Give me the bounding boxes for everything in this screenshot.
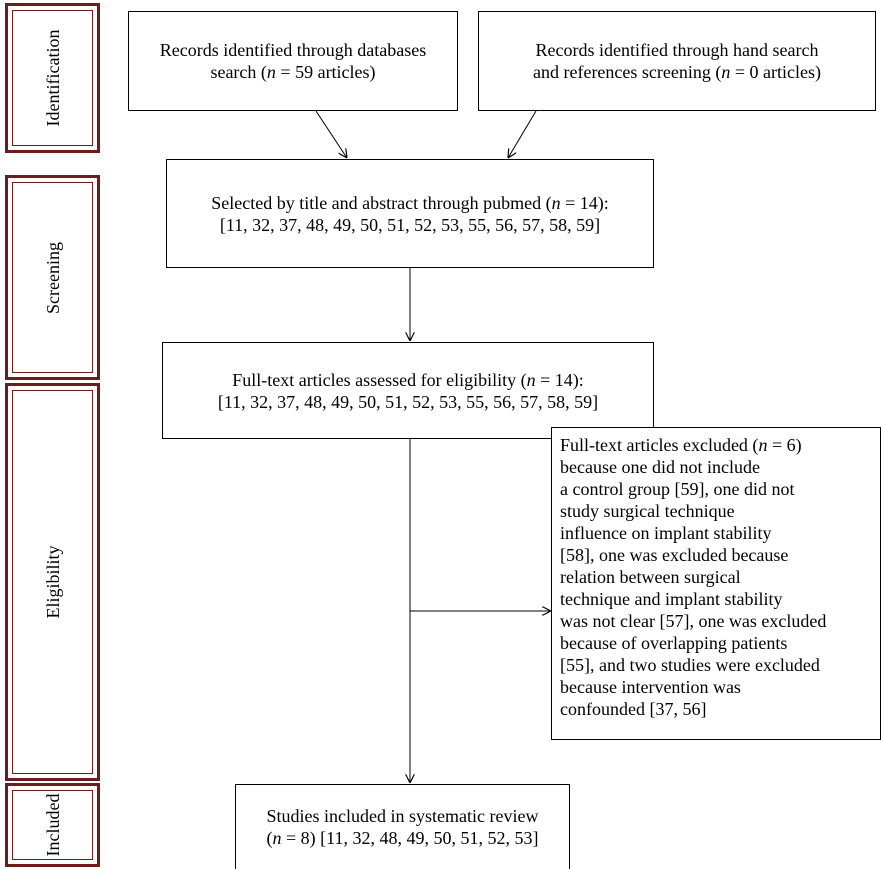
box-line: [55], and two studies were excluded	[560, 655, 820, 675]
phase-included: Included	[5, 783, 100, 867]
box-line: because of overlapping patients	[560, 633, 788, 653]
box-line: search (n = 59 articles)	[210, 62, 376, 82]
box-line: technique and implant stability	[560, 589, 783, 609]
box-included: Studies included in systematic review (n…	[235, 784, 570, 869]
box-line: [11, 32, 37, 48, 49, 50, 51, 52, 53, 55,…	[219, 214, 601, 235]
box-line: [11, 32, 37, 48, 49, 50, 51, 52, 53, 55,…	[217, 391, 599, 412]
box-hand-search: Records identified through hand search a…	[478, 11, 876, 111]
phase-eligibility: Eligibility	[5, 383, 100, 781]
box-excluded: Full-text articles excluded (n = 6) beca…	[551, 427, 881, 740]
box-line: (n = 8) [11, 32, 48, 49, 50, 51, 52, 53]	[266, 828, 539, 848]
box-line: Selected by title and abstract through p…	[211, 192, 609, 213]
box-database-search: Records identified through databases sea…	[128, 11, 458, 111]
box-line: Studies included in systematic review	[266, 806, 539, 826]
box-line: because intervention was	[560, 677, 741, 697]
phase-identification: Identification	[5, 3, 100, 153]
box-screening: Selected by title and abstract through p…	[166, 159, 654, 268]
box-line: was not clear [57], one was excluded	[560, 611, 827, 631]
arrow-db-to-screen	[315, 110, 347, 158]
box-line: a control group [59], one did not	[560, 479, 795, 499]
box-line: Full-text articles assessed for eligibil…	[232, 369, 584, 390]
arrow-hand-to-screen	[508, 110, 537, 158]
phase-screening: Screening	[5, 175, 100, 380]
box-line: [58], one was excluded because	[560, 545, 789, 565]
box-line: influence on implant stability	[560, 523, 772, 543]
box-line: and references screening (n = 0 articles…	[532, 62, 821, 82]
box-line: Records identified through databases	[159, 40, 427, 60]
box-line: because one did not include	[560, 457, 760, 477]
box-line: study surgical technique	[560, 501, 735, 521]
box-line: Records identified through hand search	[535, 40, 819, 60]
box-line: confounded [37, 56]	[560, 699, 707, 719]
box-line: relation between surgical	[560, 567, 741, 587]
box-line: Full-text articles excluded (n = 6)	[560, 435, 802, 455]
box-eligibility: Full-text articles assessed for eligibil…	[162, 342, 654, 439]
